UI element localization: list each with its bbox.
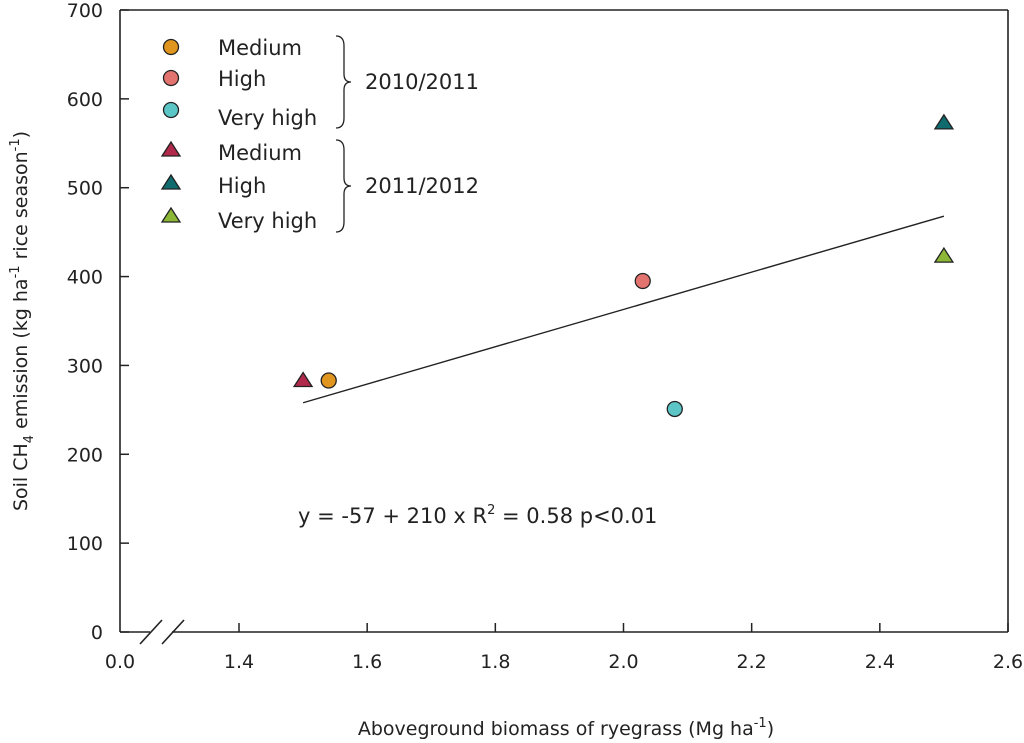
x-tick-label-origin: 0.0 xyxy=(105,651,135,673)
y-axis-title-sub-4: 4 xyxy=(22,435,37,443)
y-axis-title-part-4: ) xyxy=(10,131,32,138)
legend-marker-high-2011 xyxy=(160,173,182,190)
x-tick-label: 2.4 xyxy=(865,651,895,673)
data-points xyxy=(292,113,955,418)
legend: Medium High Very high Medium High Very h… xyxy=(160,35,479,233)
regression-line xyxy=(302,215,945,404)
x-tick-label: 1.8 xyxy=(480,651,510,673)
x-tick-label: 1.4 xyxy=(224,651,254,673)
x-axis-title-end: ) xyxy=(767,718,774,740)
equation-part-2: = 0.58 p<0.01 xyxy=(495,504,657,528)
y-axis-title: Soil CH4 emission (kg ha-1 rice season-1… xyxy=(8,131,37,511)
legend-label-high-2010: High xyxy=(218,67,266,91)
y-tick-label: 200 xyxy=(67,444,103,466)
x-axis-ticks: 0.0 1.4 1.6 1.8 2.0 2.2 2.4 2.6 xyxy=(105,623,1023,673)
y-tick-label: 500 xyxy=(67,178,103,200)
x-tick-label: 2.0 xyxy=(608,651,638,673)
legend-group-2011: 2011/2012 xyxy=(365,174,479,198)
y-axis-title-sup-2: -1 xyxy=(8,138,23,151)
x-axis-title-main: Aboveground biomass of ryegrass (Mg ha xyxy=(358,718,754,740)
y-tick-label: 0 xyxy=(91,622,103,644)
x-axis-title: Aboveground biomass of ryegrass (Mg ha-1… xyxy=(358,716,774,740)
legend-marker-medium-2010 xyxy=(162,38,180,56)
axis-break-mark-left xyxy=(139,619,163,645)
legend-marker-veryhigh-2011 xyxy=(160,206,182,223)
y-axis-title-part-3: rice season xyxy=(10,151,32,265)
legend-label-medium-2011: Medium xyxy=(218,141,302,165)
y-axis-title-sup-1: -1 xyxy=(8,265,23,278)
y-tick-label: 600 xyxy=(67,89,103,111)
y-tick-label: 300 xyxy=(67,355,103,377)
x-tick-label: 2.6 xyxy=(993,651,1023,673)
legend-label-medium-2010: Medium xyxy=(218,36,302,60)
legend-marker-high-2010 xyxy=(162,69,180,87)
equation-part-1: y = -57 + 210 x R xyxy=(298,504,487,528)
legend-marker-veryhigh-2010 xyxy=(162,101,180,119)
data-point-high-2011-2012 xyxy=(933,113,955,130)
data-point-very-high-2011-2012 xyxy=(933,246,955,263)
legend-brace-2011 xyxy=(335,139,352,233)
y-axis-ticks: 0 100 200 300 400 500 600 700 xyxy=(67,0,129,644)
legend-label-veryhigh-2010: Very high xyxy=(218,106,317,130)
axis-break-mark-right xyxy=(161,619,185,645)
legend-label-veryhigh-2011: Very high xyxy=(218,209,317,233)
data-point-medium-2011-2012 xyxy=(292,371,314,388)
x-axis-title-sup: -1 xyxy=(754,716,767,731)
y-tick-label: 700 xyxy=(67,0,103,22)
data-point-very-high-2010-2011 xyxy=(666,400,683,418)
equation-r-squared-sup: 2 xyxy=(487,503,495,518)
regression-equation: y = -57 + 210 x R2 = 0.58 p<0.01 xyxy=(298,503,657,528)
legend-group-2010: 2010/2011 xyxy=(365,70,479,94)
x-tick-label: 2.2 xyxy=(737,651,767,673)
legend-brace-2010 xyxy=(335,35,352,129)
y-tick-label: 400 xyxy=(67,267,103,289)
data-point-high-2010-2011 xyxy=(634,272,651,290)
y-axis-title-part-1: Soil CH xyxy=(10,443,32,511)
legend-marker-medium-2011 xyxy=(160,140,182,157)
y-axis-title-part-2: emission (kg ha xyxy=(10,278,32,435)
plot-frame xyxy=(119,9,1009,645)
legend-label-high-2011: High xyxy=(218,174,266,198)
data-point-medium-2010-2011 xyxy=(320,372,337,389)
x-tick-label: 1.6 xyxy=(352,651,382,673)
y-tick-label: 100 xyxy=(67,533,103,555)
